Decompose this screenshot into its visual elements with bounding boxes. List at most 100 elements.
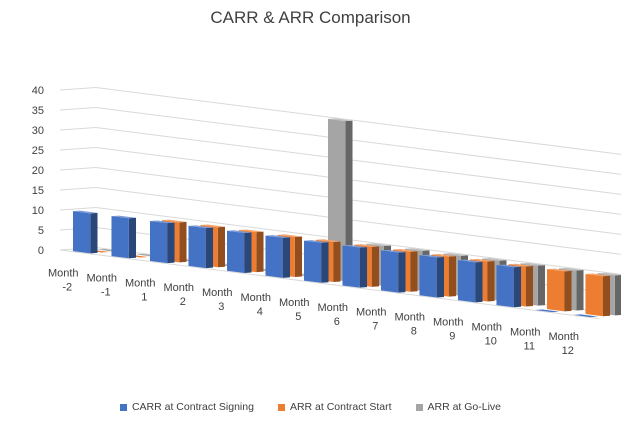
bar-face [149,220,175,224]
bar-face [342,245,360,288]
y-tick-label: 15 [32,185,44,197]
bar-face [188,225,214,229]
bar-face [404,248,430,251]
bar-face [226,230,252,233]
bar-face [342,244,368,248]
bar-face [277,234,303,238]
bar-face [419,254,445,258]
bar-face [496,264,522,268]
legend-entry: CARR at Contract Signing [119,401,254,413]
bar-face [167,222,175,264]
bar-face [238,229,264,233]
chart-legend: CARR at Contract Signing ARR at Contract … [0,401,621,413]
x-tick-label: Month 12 [548,331,579,357]
bar-face [537,265,546,306]
bar-face [546,268,572,272]
bar-face [513,266,522,308]
bar-face [265,235,291,238]
gridline [59,206,621,275]
bar [111,215,137,259]
bar-face [614,274,621,316]
bar-face [534,309,560,313]
y-tick-label: 35 [32,105,44,117]
bar [72,210,98,254]
bar-face [564,270,572,312]
bar-face [72,210,98,214]
bar [419,254,445,298]
bar-face [315,239,341,242]
x-tick-label: Month 1 [125,277,156,303]
bar-face [217,226,226,268]
bar-face [359,247,368,288]
bar-face [436,256,445,298]
legend-swatch [119,403,127,411]
bar-face [244,232,252,273]
x-tick-label: Month -2 [48,267,79,293]
x-tick-label: Month 7 [356,307,387,333]
bar-face [475,261,483,303]
bar-face [487,261,495,302]
x-tick-label: Month 11 [510,326,541,352]
bar-face [303,240,322,283]
bar [303,240,329,283]
bar [380,249,406,293]
bar-face [111,215,137,219]
bar-face [585,274,603,317]
bar-face [226,230,245,273]
bar-face [200,224,226,228]
bar [149,220,175,264]
bar-face [149,220,168,264]
x-tick-label: Month 10 [471,321,502,347]
bar-face [90,212,98,254]
bar-face [366,243,392,247]
bar [265,235,291,278]
bar [226,230,252,273]
bar-face [282,237,291,278]
bar [546,268,572,312]
bar [585,273,611,317]
y-tick-label: 5 [38,225,44,237]
gridline [59,126,621,195]
legend-label: CARR at Contract Signing [131,401,254,413]
bar [573,314,599,318]
bar-face [457,259,483,263]
bar-face [354,244,380,247]
y-tick-label: 30 [32,125,44,137]
legend-swatch [415,403,423,411]
bar [534,309,560,313]
bar-face [443,253,469,256]
y-tick-label: 20 [32,165,44,177]
bar-face [419,255,437,298]
bar-face [546,269,565,312]
bar-face [111,216,129,259]
gridline [59,106,621,175]
bar-face [265,235,283,278]
y-tick-label: 40 [32,85,44,97]
bar-face [161,219,187,223]
bar-face [431,253,457,257]
chart-title: CARR & ARR Comparison [210,8,411,27]
gridline [59,146,621,215]
gridline [59,86,621,155]
bar [342,244,368,288]
bar-face [303,240,329,243]
bar-face [398,252,406,293]
bar-face [496,265,514,308]
x-tick-label: Month 6 [317,302,348,328]
bar-face [188,225,206,269]
bar-face [469,258,495,262]
x-tick-label: Month 4 [240,292,271,318]
bar-face [72,211,91,254]
legend-entry: ARR at Go-Live [415,401,501,413]
y-tick-label: 10 [32,205,44,217]
x-tick-label: Month 3 [202,287,233,313]
y-tick-label: 0 [38,245,44,257]
bar-face [371,246,380,287]
legend-swatch [277,403,285,411]
x-tick-label: Month 9 [433,316,464,342]
bar-face [333,241,341,282]
bar [188,225,214,269]
bar [457,259,483,303]
